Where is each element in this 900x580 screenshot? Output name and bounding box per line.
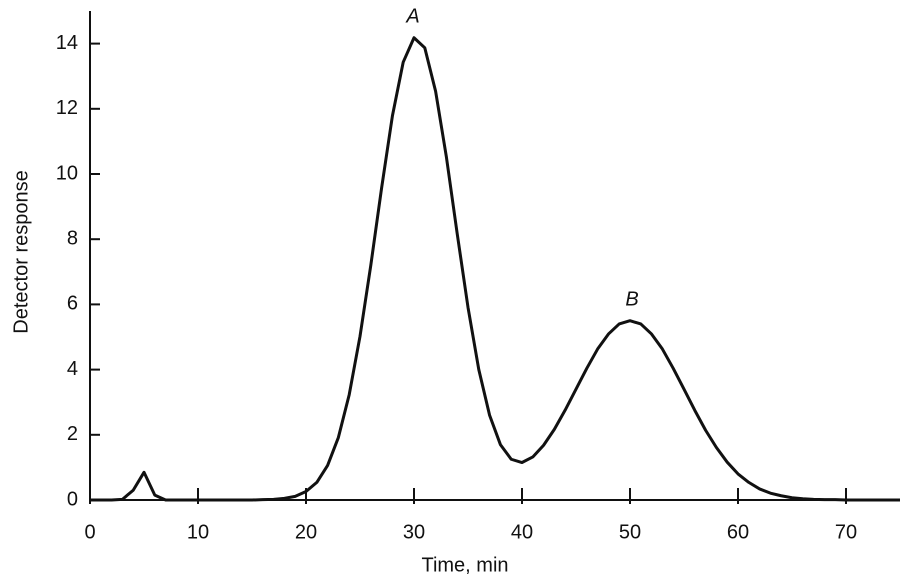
x-tick-label: 0 — [84, 521, 95, 543]
x-tick-label: 10 — [187, 521, 209, 543]
x-tick-label: 50 — [619, 521, 641, 543]
y-tick-label: 10 — [56, 162, 78, 184]
x-tick-label: 40 — [511, 521, 533, 543]
y-tick-label: 4 — [67, 358, 78, 380]
y-tick-label: 14 — [56, 32, 78, 54]
y-tick-label: 2 — [67, 423, 78, 445]
x-tick-label: 60 — [727, 521, 749, 543]
data-line — [90, 36, 900, 502]
x-tick-label: 20 — [295, 521, 317, 543]
y-tick-label: 6 — [67, 293, 78, 315]
y-tick-label: 0 — [67, 488, 78, 510]
y-tick-label: 8 — [67, 227, 78, 249]
y-axis-label: Detector response — [10, 170, 32, 333]
peak-annotation: A — [405, 5, 419, 27]
y-tick-label: 12 — [56, 97, 78, 119]
peak-annotation: B — [625, 288, 638, 310]
x-tick-label: 30 — [403, 521, 425, 543]
x-tick-label: 70 — [835, 521, 857, 543]
x-axis-label: Time, min — [421, 554, 508, 576]
